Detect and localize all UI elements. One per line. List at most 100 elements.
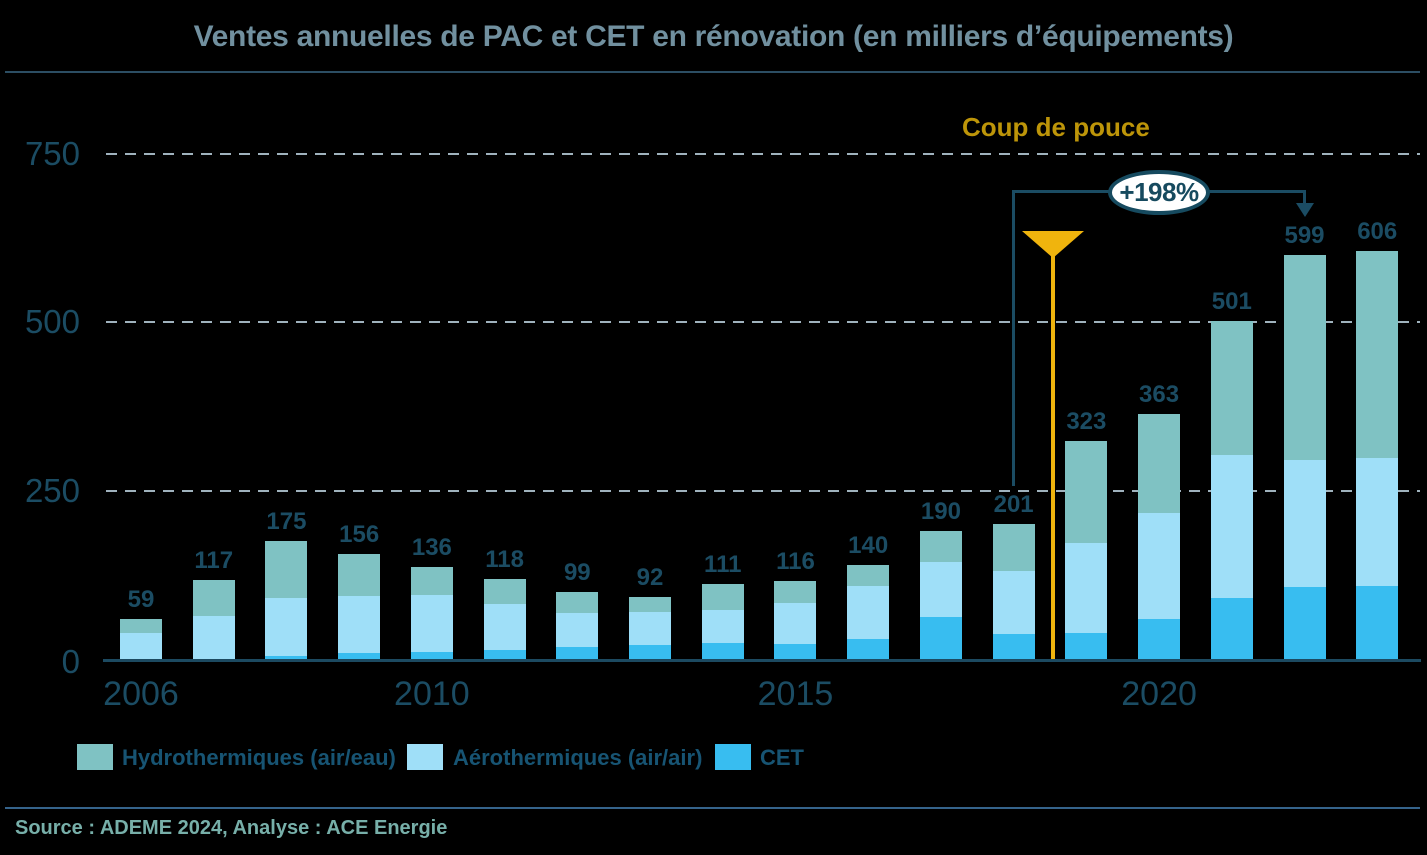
- chart-title: Ventes annuelles de PAC et CET en rénova…: [193, 20, 1234, 53]
- bar-value-label-2012: 99: [563, 559, 591, 587]
- legend-label-hydrothermiques: Hydrothermiques (air/eau): [122, 745, 396, 770]
- legend-label-aerothermiques: Aérothermiques (air/air): [453, 745, 703, 770]
- bar-2014: [701, 584, 744, 659]
- segment-hydrothermiques-2011: [483, 579, 526, 605]
- segment-aérothermiques-2011: [483, 604, 526, 651]
- bar-2021: [1210, 321, 1253, 659]
- bottom-separator: [5, 807, 1420, 809]
- segment-cet-2009: [338, 652, 381, 659]
- bar-2016: [847, 564, 890, 659]
- segment-hydrothermiques-2017: [919, 530, 962, 562]
- bar-value-label-2018: 201: [993, 490, 1034, 518]
- segment-aérothermiques-2016: [847, 586, 890, 640]
- segment-hydrothermiques-2012: [556, 592, 599, 614]
- segment-hydrothermiques-2009: [338, 553, 381, 596]
- bar-2015: [774, 580, 817, 659]
- legend-swatch-aerothermiques: [407, 744, 443, 770]
- gridline-500: [106, 321, 1420, 323]
- bar-value-label-2006: 59: [127, 586, 155, 614]
- bar-value-label-2013: 92: [636, 563, 664, 591]
- segment-hydrothermiques-2020: [1138, 414, 1181, 513]
- segment-aérothermiques-2013: [629, 612, 672, 645]
- bar-2009: [338, 553, 381, 659]
- segment-hydrothermiques-2023: [1356, 250, 1399, 459]
- bar-2013: [629, 596, 672, 659]
- top-separator: [5, 71, 1420, 73]
- bar-value-label-2019: 323: [1066, 408, 1107, 436]
- coup-de-pouce-label: Coup de pouce: [962, 112, 1150, 142]
- bar-2019: [1065, 441, 1108, 659]
- bar-2022: [1283, 255, 1326, 659]
- segment-cet-2008: [265, 656, 308, 659]
- segment-cet-2022: [1283, 586, 1326, 659]
- segment-cet-2014: [701, 642, 744, 659]
- segment-aérothermiques-2018: [992, 570, 1035, 635]
- segment-hydrothermiques-2006: [120, 619, 162, 634]
- segment-aérothermiques-2021: [1210, 455, 1253, 599]
- bar-value-label-2021: 501: [1211, 288, 1252, 316]
- bar-value-label-2014: 111: [704, 551, 742, 579]
- source-note: Source : ADEME 2024, Analyse : ACE Energ…: [15, 817, 448, 839]
- bar-value-label-2007: 117: [194, 547, 234, 575]
- y-tick-label-500: 500: [24, 303, 80, 340]
- segment-aérothermiques-2022: [1283, 460, 1326, 587]
- bar-2011: [483, 579, 526, 659]
- bar-2007: [192, 580, 235, 659]
- legend-label-cet: CET: [760, 745, 804, 770]
- segment-aérothermiques-2010: [410, 594, 453, 652]
- bar-value-label-2010: 136: [411, 534, 452, 562]
- bar-2006: [120, 619, 162, 659]
- bar-value-label-2020: 363: [1139, 381, 1180, 409]
- bar-value-label-2009: 156: [339, 520, 380, 548]
- segment-aérothermiques-2020: [1138, 512, 1181, 619]
- segment-aérothermiques-2017: [919, 561, 962, 617]
- bar-value-label-2011: 118: [485, 546, 524, 574]
- segment-aérothermiques-2019: [1065, 543, 1108, 633]
- bar-value-label-2016: 140: [848, 531, 889, 559]
- segment-aérothermiques-2009: [338, 595, 381, 653]
- legend-swatch-cet: [715, 744, 751, 770]
- segment-aérothermiques-2006: [120, 633, 162, 659]
- segment-hydrothermiques-2016: [847, 564, 890, 587]
- segment-cet-2012: [556, 646, 599, 659]
- segment-hydrothermiques-2015: [774, 580, 817, 604]
- bar-2012: [556, 592, 599, 659]
- growth-badge-label: +198%: [1119, 177, 1199, 207]
- x-tick-label-2020: 2020: [1121, 675, 1197, 713]
- segment-cet-2023: [1356, 585, 1399, 659]
- segment-hydrothermiques-2014: [701, 584, 744, 610]
- gridline-250: [106, 489, 1420, 492]
- y-tick-label-250: 250: [24, 471, 80, 509]
- x-tick-label-2015: 2015: [757, 675, 834, 713]
- segment-cet-2010: [410, 651, 453, 659]
- coup-de-pouce-marker-line: [1051, 255, 1055, 659]
- x-tick-label-2006: 2006: [103, 675, 179, 713]
- segment-aérothermiques-2015: [774, 603, 817, 645]
- bar-2017: [919, 530, 962, 659]
- segment-aérothermiques-2007: [192, 615, 235, 659]
- segment-cet-2015: [774, 644, 817, 659]
- bar-value-label-2015: 116: [776, 547, 815, 575]
- segment-hydrothermiques-2010: [410, 567, 453, 595]
- segment-cet-2018: [992, 634, 1035, 659]
- segment-hydrothermiques-2007: [192, 580, 235, 616]
- segment-cet-2021: [1210, 598, 1253, 659]
- segment-hydrothermiques-2021: [1210, 321, 1253, 456]
- bar-value-label-2017: 190: [920, 497, 961, 525]
- segment-cet-2016: [847, 639, 890, 659]
- segment-hydrothermiques-2018: [992, 523, 1035, 571]
- segment-cet-2011: [483, 650, 526, 659]
- segment-hydrothermiques-2008: [265, 541, 308, 599]
- bar-2008: [265, 541, 308, 659]
- segment-cet-2019: [1065, 632, 1108, 659]
- bar-2018: [992, 523, 1035, 659]
- bar-2010: [410, 567, 453, 659]
- segment-hydrothermiques-2019: [1065, 441, 1108, 544]
- segment-cet-2017: [919, 616, 962, 659]
- bar-2020: [1138, 414, 1181, 659]
- coup-de-pouce-marker-icon: [1022, 231, 1084, 258]
- segment-aérothermiques-2008: [265, 598, 308, 657]
- bar-value-label-2008: 175: [266, 508, 307, 536]
- x-axis-line: [103, 659, 1421, 662]
